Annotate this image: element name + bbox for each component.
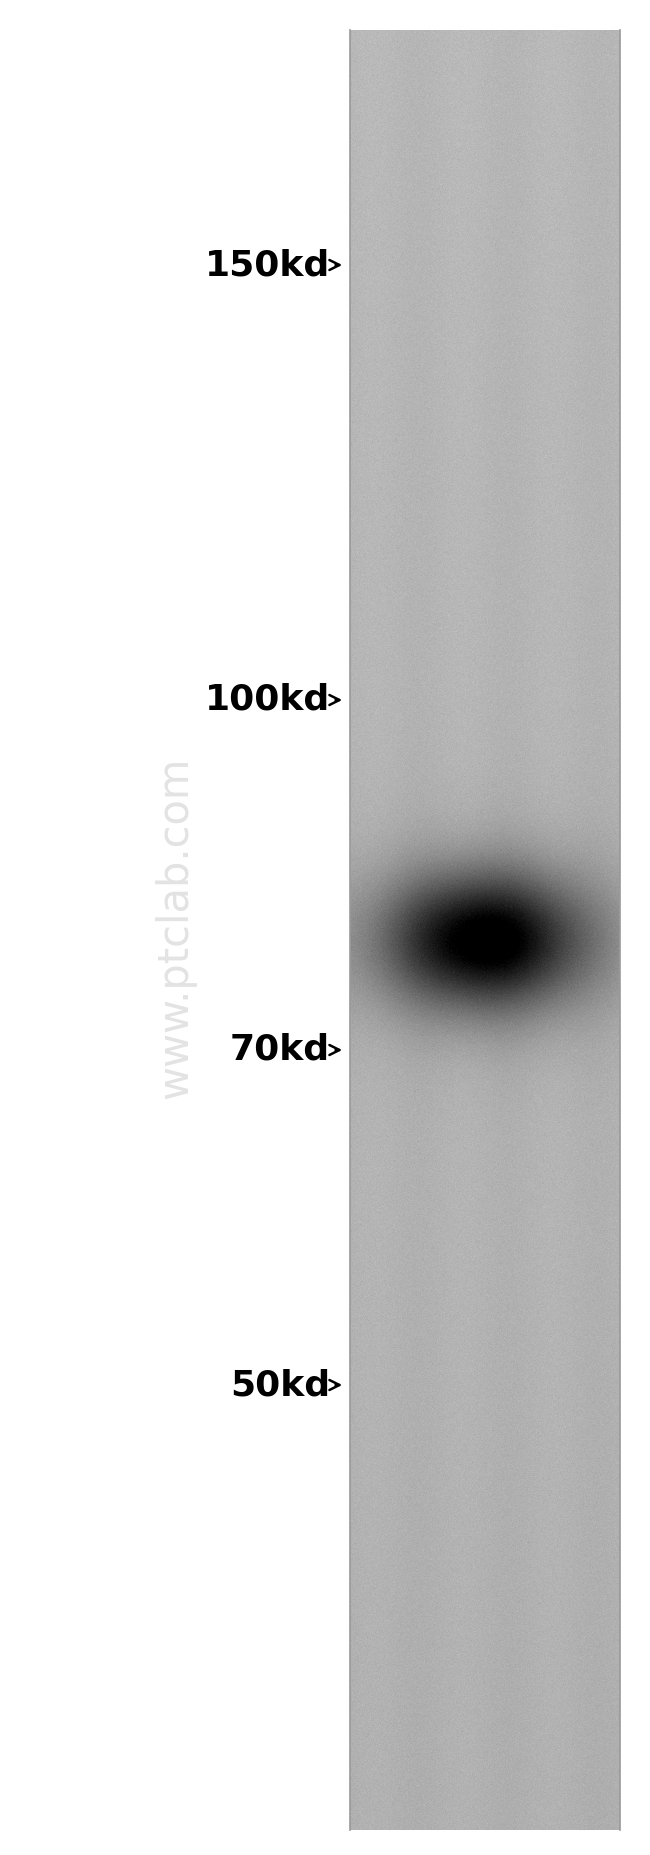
Text: 70kd: 70kd bbox=[230, 1033, 339, 1067]
Text: 50kd: 50kd bbox=[230, 1367, 339, 1402]
Text: www.ptclab.com: www.ptclab.com bbox=[154, 757, 196, 1098]
Text: 150kd: 150kd bbox=[205, 249, 339, 282]
Text: 100kd: 100kd bbox=[205, 683, 339, 718]
